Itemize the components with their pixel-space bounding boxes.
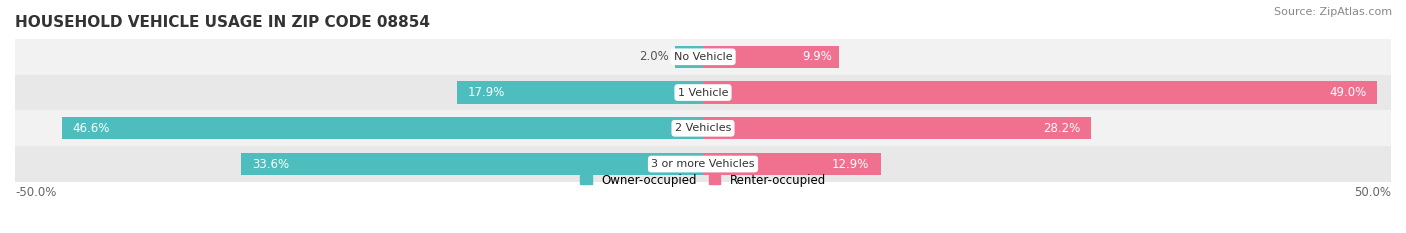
Text: 9.9%: 9.9%	[803, 50, 832, 63]
Bar	[703, 82, 1378, 104]
Bar	[457, 82, 703, 104]
Text: -50.0%: -50.0%	[15, 186, 56, 199]
Bar	[703, 46, 839, 68]
Legend: Owner-occupied, Renter-occupied: Owner-occupied, Renter-occupied	[575, 169, 831, 192]
Text: HOUSEHOLD VEHICLE USAGE IN ZIP CODE 08854: HOUSEHOLD VEHICLE USAGE IN ZIP CODE 0885…	[15, 15, 430, 30]
Text: 49.0%: 49.0%	[1329, 86, 1367, 99]
Text: 12.9%: 12.9%	[832, 158, 869, 171]
Text: 46.6%: 46.6%	[73, 122, 110, 135]
Text: 2.0%: 2.0%	[638, 50, 669, 63]
Bar	[15, 110, 1391, 146]
Bar	[240, 153, 703, 175]
Text: No Vehicle: No Vehicle	[673, 52, 733, 62]
Bar	[62, 117, 703, 139]
Bar	[15, 146, 1391, 182]
Bar	[15, 39, 1391, 75]
Text: 17.9%: 17.9%	[468, 86, 505, 99]
Bar	[703, 117, 1091, 139]
Bar	[703, 153, 880, 175]
Text: 50.0%: 50.0%	[1354, 186, 1391, 199]
Bar	[15, 75, 1391, 110]
Text: 33.6%: 33.6%	[252, 158, 288, 171]
Text: 1 Vehicle: 1 Vehicle	[678, 88, 728, 98]
Text: 3 or more Vehicles: 3 or more Vehicles	[651, 159, 755, 169]
Text: 28.2%: 28.2%	[1043, 122, 1080, 135]
Text: 2 Vehicles: 2 Vehicles	[675, 123, 731, 133]
Text: Source: ZipAtlas.com: Source: ZipAtlas.com	[1274, 7, 1392, 17]
Bar	[675, 46, 703, 68]
